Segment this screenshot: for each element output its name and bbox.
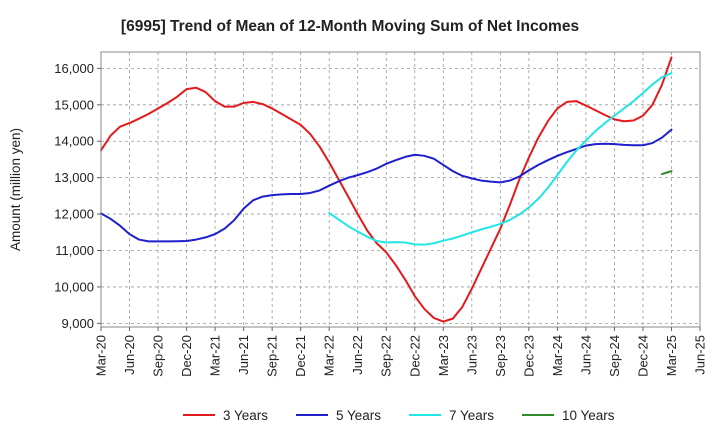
series-line-3-years: [100, 56, 673, 323]
x-tick-label: Jun-25: [693, 335, 708, 375]
x-tick-label: Dec-22: [407, 335, 422, 377]
y-tick-label: 11,000: [55, 243, 94, 258]
x-tick-label: Dec-23: [521, 335, 536, 377]
legend-item-3-years: 3 Years: [183, 408, 268, 423]
legend: 3 Years 5 Years 7 Years 10 Years: [183, 408, 615, 423]
x-tick-label: Dec-24: [635, 335, 650, 377]
x-tick-label: Mar-24: [550, 335, 565, 376]
x-axis-ticks: Mar-20 Jun-20 Sep-20 Dec-20 Mar-21 Jun-21 Sep-…: [94, 327, 708, 377]
plot-frame: [100, 51, 701, 328]
x-tick-label: Jun-20: [122, 335, 137, 375]
series-line-7-years: [328, 72, 673, 246]
legend-label: 10 Years: [562, 408, 615, 423]
x-tick-label: Jun-22: [350, 335, 365, 375]
x-tick-label: Mar-21: [208, 335, 223, 376]
legend-item-10-years: 10 Years: [522, 408, 615, 423]
x-tick-label: Dec-20: [179, 335, 194, 377]
x-tick-label: Sep-22: [379, 335, 394, 377]
x-tick-label: Sep-21: [265, 335, 280, 377]
x-tick-label: Sep-20: [151, 335, 166, 377]
x-tick-label: Mar-20: [94, 335, 109, 376]
legend-label: 3 Years: [223, 408, 268, 423]
x-tick-label: Mar-23: [436, 335, 451, 376]
x-tick-label: Dec-21: [293, 335, 308, 377]
legend-label: 7 Years: [449, 408, 494, 423]
y-axis-label: Amount (million yen): [8, 128, 23, 251]
legend-item-7-years: 7 Years: [409, 408, 494, 423]
y-tick-label: 16,000: [54, 61, 94, 76]
series-line-10-years: [660, 170, 673, 176]
plot-area: [101, 52, 700, 327]
legend-label: 5 Years: [336, 408, 381, 423]
y-tick-label: 15,000: [54, 97, 94, 112]
y-tick-label: 9,000: [61, 316, 94, 331]
y-tick-label: 13,000: [54, 170, 94, 185]
y-axis-ticks: 9,000 10,000 11,000 12,000 13,000 14,000 15,00…: [54, 61, 101, 331]
y-tick-label: 10,000: [54, 279, 94, 294]
x-tick-label: Mar-25: [664, 335, 679, 376]
y-tick-label: 14,000: [54, 134, 94, 149]
series-layer: [100, 56, 673, 323]
legend-item-5-years: 5 Years: [296, 408, 381, 423]
x-tick-label: Sep-23: [493, 335, 508, 377]
x-tick-label: Sep-24: [607, 335, 622, 377]
x-tick-label: Jun-24: [578, 335, 593, 375]
x-tick-label: Jun-21: [236, 335, 251, 375]
series-line-5-years: [100, 128, 673, 243]
chart-title: [6995] Trend of Mean of 12-Month Moving …: [121, 18, 579, 35]
x-tick-label: Jun-23: [464, 335, 479, 375]
y-tick-label: 12,000: [54, 207, 94, 222]
x-tick-label: Mar-22: [322, 335, 337, 376]
